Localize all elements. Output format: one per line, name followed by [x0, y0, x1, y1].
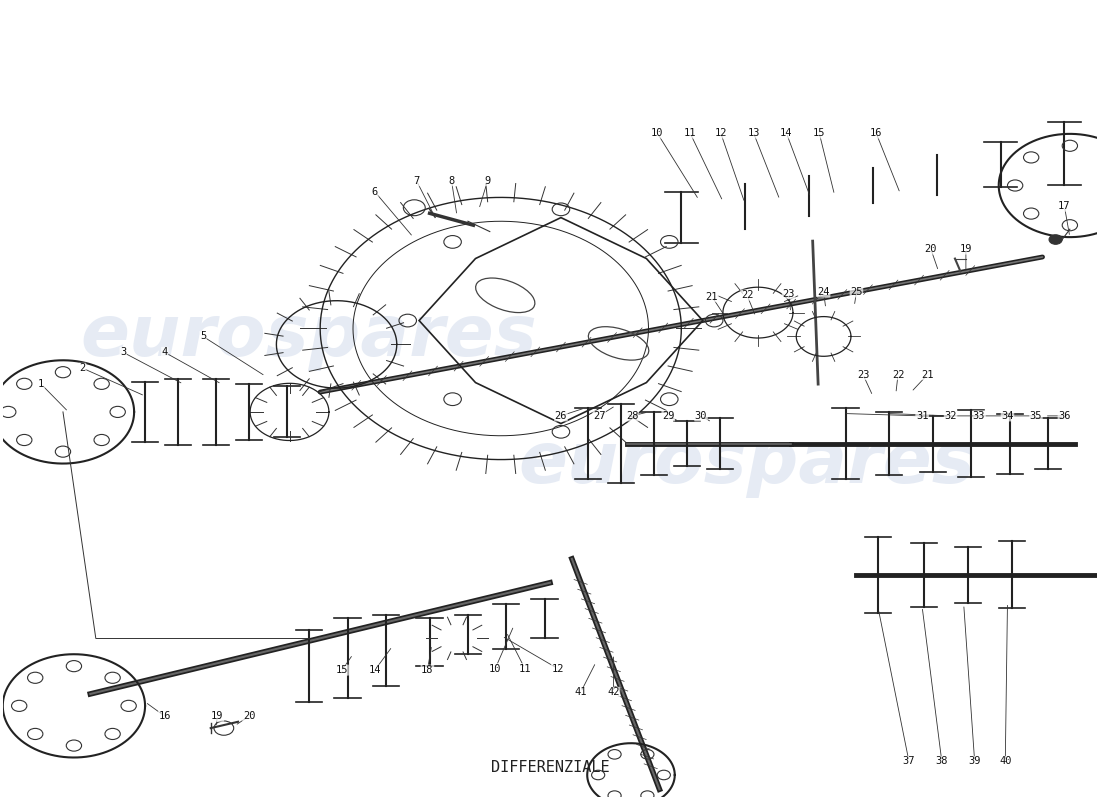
Text: 27: 27 — [593, 411, 605, 421]
Text: 33: 33 — [972, 411, 986, 421]
Text: DIFFERENZIALE: DIFFERENZIALE — [491, 759, 609, 774]
Text: 24: 24 — [817, 287, 829, 297]
Text: 25: 25 — [850, 287, 862, 297]
Text: 23: 23 — [782, 289, 795, 298]
Text: 18: 18 — [421, 665, 433, 675]
Text: 14: 14 — [780, 128, 793, 138]
Text: 6: 6 — [372, 187, 378, 197]
Text: 31: 31 — [916, 411, 928, 421]
Text: 14: 14 — [368, 665, 381, 675]
Text: 39: 39 — [968, 757, 981, 766]
Text: 5: 5 — [200, 331, 206, 342]
Text: 12: 12 — [551, 663, 564, 674]
Text: 8: 8 — [449, 176, 454, 186]
Text: 11: 11 — [518, 663, 531, 674]
Text: 38: 38 — [936, 757, 948, 766]
Text: 28: 28 — [626, 411, 638, 421]
Text: 20: 20 — [243, 711, 255, 721]
Text: 10: 10 — [490, 663, 502, 674]
Text: 21: 21 — [922, 370, 934, 379]
Text: 16: 16 — [870, 128, 882, 138]
Text: eurospares: eurospares — [80, 302, 538, 371]
Text: 35: 35 — [1030, 411, 1042, 421]
Text: 9: 9 — [484, 176, 491, 186]
Text: 13: 13 — [747, 128, 760, 138]
Text: 4: 4 — [162, 347, 168, 358]
Text: 29: 29 — [662, 411, 674, 421]
Text: 15: 15 — [813, 128, 825, 138]
Text: 23: 23 — [857, 370, 869, 379]
Text: 37: 37 — [903, 757, 915, 766]
Text: 11: 11 — [684, 128, 696, 138]
Text: 1: 1 — [39, 379, 44, 389]
Text: 41: 41 — [574, 687, 587, 698]
Text: 19: 19 — [211, 711, 223, 721]
Text: eurospares: eurospares — [518, 429, 976, 498]
Text: 12: 12 — [715, 128, 727, 138]
Text: 21: 21 — [706, 292, 718, 302]
Text: 16: 16 — [158, 711, 170, 721]
Text: 15: 15 — [336, 665, 349, 675]
Text: 34: 34 — [1001, 411, 1014, 421]
Text: 40: 40 — [999, 757, 1012, 766]
Text: 2: 2 — [79, 363, 86, 374]
Text: 20: 20 — [925, 244, 937, 254]
Text: 19: 19 — [959, 244, 972, 254]
Text: 17: 17 — [1058, 201, 1070, 211]
Text: 7: 7 — [414, 176, 419, 186]
Text: 36: 36 — [1058, 411, 1070, 421]
Text: 30: 30 — [695, 411, 707, 421]
Text: 3: 3 — [120, 347, 127, 358]
Text: 32: 32 — [944, 411, 957, 421]
Text: 10: 10 — [651, 128, 663, 138]
Circle shape — [1049, 234, 1063, 244]
Text: 22: 22 — [892, 370, 904, 379]
Text: 26: 26 — [554, 411, 568, 421]
Text: 42: 42 — [607, 687, 619, 698]
Text: 22: 22 — [740, 290, 754, 300]
